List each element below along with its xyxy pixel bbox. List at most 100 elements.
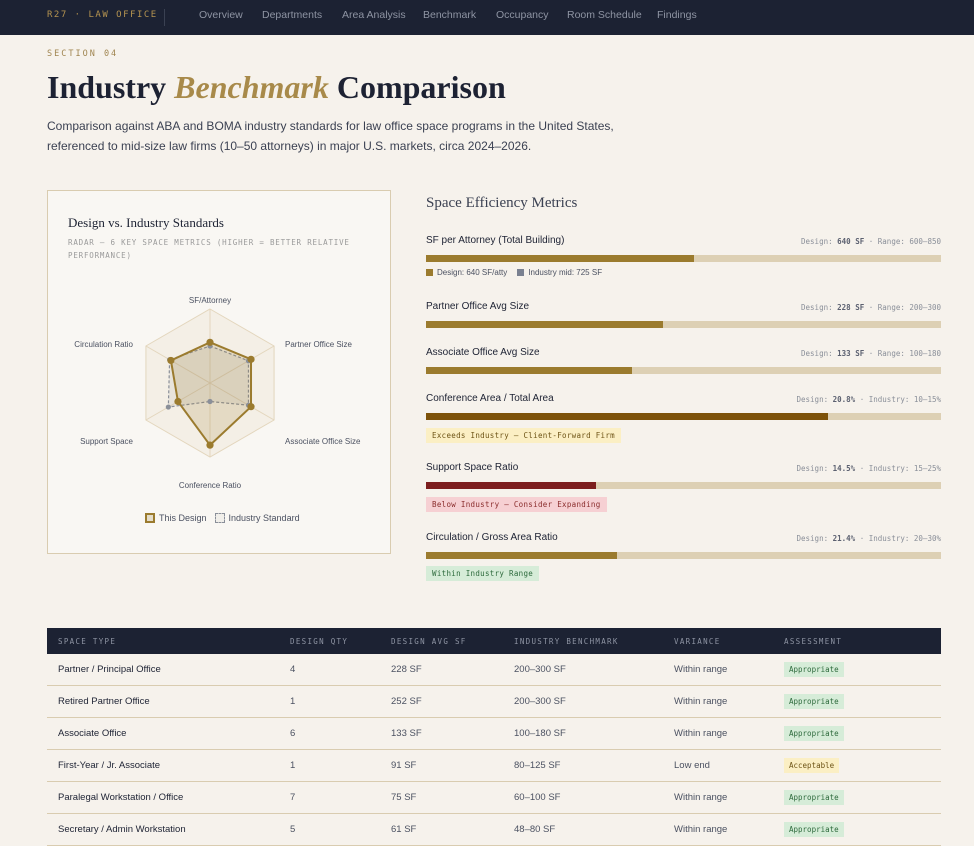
metric-bar-fill	[426, 321, 663, 328]
legend-design-label: This Design	[159, 513, 207, 523]
metric-bar-fill	[426, 413, 828, 420]
cell-design-qty: 6	[290, 728, 296, 739]
col-header-design-avg-sf[interactable]: DESIGN AVG SF	[391, 637, 467, 646]
cell-industry-benchmark: 60–100 SF	[514, 792, 561, 803]
assessment-badge: Appropriate	[784, 726, 844, 741]
nav-link-benchmark[interactable]: Benchmark	[423, 9, 477, 21]
brand-label[interactable]: R27 · LAW OFFICE	[47, 10, 158, 20]
metric-bar-fill	[426, 367, 632, 374]
cell-design-qty: 1	[290, 760, 296, 771]
col-header-variance[interactable]: VARIANCE	[674, 637, 721, 646]
nav-divider	[164, 9, 165, 26]
col-header-design-qty[interactable]: DESIGN QTY	[290, 637, 349, 646]
radar-axis-label: Support Space	[80, 437, 133, 446]
radar-point-design	[206, 338, 214, 346]
assessment-badge: Appropriate	[784, 662, 844, 677]
cell-design-qty: 4	[290, 664, 296, 675]
cell-design-avg-sf: 228 SF	[391, 664, 422, 675]
table-row[interactable]: Partner / Principal Office 4 228 SF 200–…	[47, 654, 941, 686]
cell-space-type: Retired Partner Office	[58, 696, 150, 707]
nav-link-findings[interactable]: Findings	[657, 9, 697, 21]
benchmark-table: SPACE TYPE DESIGN QTY DESIGN AVG SF INDU…	[47, 628, 941, 846]
cell-industry-benchmark: 200–300 SF	[514, 664, 566, 675]
page-title: Industry Benchmark Comparison	[47, 69, 506, 105]
cell-industry-benchmark: 80–125 SF	[514, 760, 561, 771]
table-row[interactable]: Retired Partner Office 1 252 SF 200–300 …	[47, 686, 941, 718]
assessment-badge: Appropriate	[784, 790, 844, 805]
radar-subtitle: RADAR — 6 KEY SPACE METRICS (HIGHER = BE…	[68, 238, 350, 260]
metrics-title: Space Efficiency Metrics	[426, 195, 578, 211]
cell-variance: Within range	[674, 696, 728, 707]
cell-design-avg-sf: 252 SF	[391, 696, 422, 707]
section-eyebrow: SECTION 04	[47, 49, 119, 59]
cell-industry-benchmark: 100–180 SF	[514, 728, 566, 739]
cell-industry-benchmark: 48–80 SF	[514, 824, 556, 835]
table-row[interactable]: Associate Office 6 133 SF 100–180 SF Wit…	[47, 718, 941, 750]
nav-link-departments[interactable]: Departments	[262, 9, 323, 21]
cell-design-qty: 1	[290, 696, 296, 707]
table-row[interactable]: First-Year / Jr. Associate 1 91 SF 80–12…	[47, 750, 941, 782]
metric-bar-sf-per-attorney	[426, 255, 941, 262]
metric-meta-circulation: Design: 21.4% · Industry: 20–30%	[796, 534, 942, 543]
cell-space-type: Secretary / Admin Workstation	[58, 824, 186, 835]
cell-design-avg-sf: 75 SF	[391, 792, 417, 803]
sub-legend-industry-label: Industry mid: 725 SF	[528, 268, 603, 277]
radar-chart: SF/Attorney Partner Office Size Associate …	[74, 296, 361, 490]
assessment-badge: Acceptable	[784, 758, 840, 773]
cell-variance: Low end	[674, 760, 710, 771]
radar-legend: This Design Industry Standard	[145, 513, 300, 523]
metric-meta-partner-office: Design: 228 SF · Range: 200–300	[801, 303, 941, 312]
metric-label-associate-office: Associate Office Avg Size	[426, 347, 540, 358]
radar-axis-line	[209, 345, 275, 384]
sub-legend-design-label: Design: 640 SF/atty	[437, 268, 508, 277]
metric-meta-associate-office: Design: 133 SF · Range: 100–180	[801, 349, 941, 358]
metric-bar-fill	[426, 552, 617, 559]
cell-design-avg-sf: 61 SF	[391, 824, 417, 835]
metric-meta-sf-per-attorney: Design: 640 SF · Range: 600–850	[801, 237, 941, 246]
assessment-badge: Appropriate	[784, 694, 844, 709]
col-header-industry-benchmark[interactable]: INDUSTRY BENCHMARK	[514, 637, 619, 646]
metric-label-support-space: Support Space Ratio	[426, 462, 519, 473]
table-row[interactable]: Secretary / Admin Workstation 5 61 SF 48…	[47, 814, 941, 846]
metric-bar-fill	[426, 482, 596, 489]
cell-industry-benchmark: 200–300 SF	[514, 696, 566, 707]
nav-link-area-analysis[interactable]: Area Analysis	[342, 9, 406, 21]
sub-legend-industry-swatch	[517, 269, 525, 276]
metric-meta-conference-area: Design: 20.8% · Industry: 10–15%	[796, 395, 942, 404]
radar-point-design	[247, 403, 255, 411]
cell-space-type: Associate Office	[58, 728, 127, 739]
metric-label-conference-area: Conference Area / Total Area	[426, 393, 554, 404]
table-header: SPACE TYPE DESIGN QTY DESIGN AVG SF INDU…	[47, 628, 941, 654]
radar-axis-label: Partner Office Size	[285, 340, 353, 349]
legend-industry-swatch	[214, 513, 225, 523]
assessment-badge: Appropriate	[784, 822, 844, 837]
cell-variance: Within range	[674, 824, 728, 835]
nav-link-occupancy[interactable]: Occupancy	[496, 9, 549, 21]
metric-bar-conference-area	[426, 413, 941, 420]
radar-point-industry	[165, 404, 171, 410]
radar-point-design	[174, 397, 182, 406]
metric-bar-fill	[426, 255, 694, 262]
radar-point-industry	[207, 398, 213, 405]
cell-design-avg-sf: 91 SF	[391, 760, 417, 771]
metric-bar-support-space	[426, 482, 941, 489]
metric-sub-legend: Design: 640 SF/atty Industry mid: 725 SF	[426, 268, 602, 277]
radar-axis-label: Associate Office Size	[285, 437, 361, 446]
cell-variance: Within range	[674, 728, 728, 739]
top-nav: R27 · LAW OFFICE Overview Departments Ar…	[0, 0, 974, 35]
table-row[interactable]: Paralegal Workstation / Office 7 75 SF 6…	[47, 782, 941, 814]
cell-variance: Within range	[674, 664, 728, 675]
metric-bar-associate-office	[426, 367, 941, 374]
legend-industry-label: Industry Standard	[228, 513, 300, 523]
radar-axis-label: SF/Attorney	[189, 296, 231, 305]
col-header-assessment[interactable]: ASSESSMENT	[784, 637, 843, 646]
nav-link-room-schedule[interactable]: Room Schedule	[567, 9, 642, 21]
metric-label-sf-per-attorney: SF per Attorney (Total Building)	[426, 235, 565, 246]
metric-meta-support-space: Design: 14.5% · Industry: 15–25%	[796, 464, 942, 473]
nav-link-overview[interactable]: Overview	[199, 9, 243, 21]
status-badge-exceeds: Exceeds Industry — Client-Forward Firm	[426, 428, 621, 443]
col-header-space-type[interactable]: SPACE TYPE	[58, 637, 117, 646]
cell-design-qty: 7	[290, 792, 296, 803]
metric-bar-circulation	[426, 552, 941, 559]
cell-space-type: First-Year / Jr. Associate	[58, 760, 161, 771]
